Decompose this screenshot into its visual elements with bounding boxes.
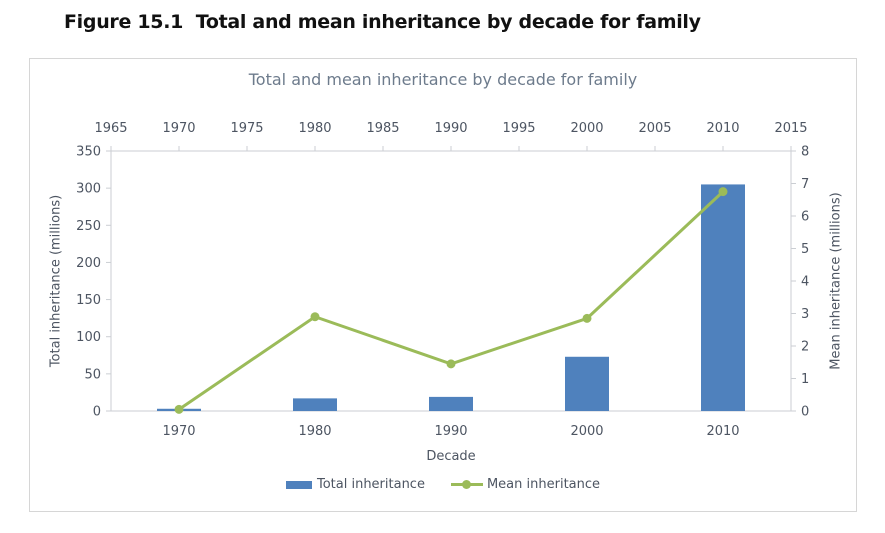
left-axis-tick-label: 100 xyxy=(76,330,101,345)
line-marker-2000 xyxy=(582,313,592,323)
top-axis-tick-label: 1990 xyxy=(434,121,467,136)
legend-item-mean-inheritance: Mean inheritance xyxy=(450,477,601,492)
left-axis-tick-label: 350 xyxy=(76,145,101,160)
right-axis-tick-label: 2 xyxy=(801,340,809,355)
top-axis-tick-label: 2010 xyxy=(706,121,739,136)
left-axis-tick-label: 150 xyxy=(76,293,101,308)
top-axis-tick-label: 1980 xyxy=(298,121,331,136)
top-axis-tick-label: 1965 xyxy=(94,121,127,136)
top-axis-tick-label: 2000 xyxy=(570,121,603,136)
chart-panel: Total and mean inheritance by decade for… xyxy=(29,58,857,512)
left-axis-tick-label: 250 xyxy=(76,219,101,234)
left-axis-title: Total inheritance (millions) xyxy=(48,194,64,368)
line-marker-1970 xyxy=(174,404,184,414)
bar-1990 xyxy=(429,396,473,411)
x-axis-tick-label: 2000 xyxy=(570,424,603,439)
mean-inheritance-line xyxy=(178,190,725,411)
left-axis-tick-label: 300 xyxy=(76,182,101,197)
right-axis-tick-label: 8 xyxy=(801,145,809,160)
right-axis-tick-label: 3 xyxy=(801,307,809,322)
left-axis-tick-label: 200 xyxy=(76,256,101,271)
right-axis-tick-label: 1 xyxy=(801,372,809,387)
top-axis-tick-label: 2005 xyxy=(638,121,671,136)
top-axis-tick-label: 2015 xyxy=(774,121,807,136)
chart-title: Total and mean inheritance by decade for… xyxy=(248,70,638,89)
bar-1980 xyxy=(293,398,337,411)
x-axis-tick-label: 1990 xyxy=(434,424,467,439)
top-axis-tick-label: 1985 xyxy=(366,121,399,136)
chart-plot-area: 0 50 100 150 200 250 300 350 0 1 2 3 4 5 6 7 8 1965 1970 19… xyxy=(76,121,809,439)
x-axis-tick-label: 1980 xyxy=(298,424,331,439)
line-marker-1990 xyxy=(446,359,456,369)
line-marker-2010 xyxy=(718,187,728,197)
chart-legend: Total inheritance Mean inheritance xyxy=(30,477,856,492)
x-axis-title: Decade xyxy=(426,449,476,464)
right-axis-tick-label: 7 xyxy=(801,177,809,192)
x-axis-tick-label: 1970 xyxy=(162,424,195,439)
top-axis-tick-label: 1995 xyxy=(502,121,535,136)
right-axis-tick-label: 6 xyxy=(801,210,809,225)
legend-label: Total inheritance xyxy=(316,477,425,492)
bar-swatch-icon xyxy=(285,480,312,489)
legend-label: Mean inheritance xyxy=(486,477,601,492)
line-marker-1980 xyxy=(310,312,320,322)
top-axis-tick-label: 1975 xyxy=(230,121,263,136)
x-axis-tick-label: 2010 xyxy=(706,424,739,439)
figure-caption: Figure 15.1 Total and mean inheritance b… xyxy=(64,11,701,33)
right-axis-tick-label: 5 xyxy=(801,242,809,257)
left-axis-tick-label: 0 xyxy=(93,405,101,420)
left-axis-tick-label: 50 xyxy=(84,367,101,382)
bar-2010 xyxy=(701,184,745,411)
right-axis-title: Mean inheritance (millions) xyxy=(828,192,844,370)
line-swatch-icon xyxy=(450,479,483,490)
right-axis-tick-label: 4 xyxy=(801,275,809,290)
right-axis-tick-label: 0 xyxy=(801,405,809,420)
bar-2000 xyxy=(565,356,609,411)
top-axis-tick-label: 1970 xyxy=(162,121,195,136)
legend-item-total-inheritance: Total inheritance xyxy=(285,477,425,492)
